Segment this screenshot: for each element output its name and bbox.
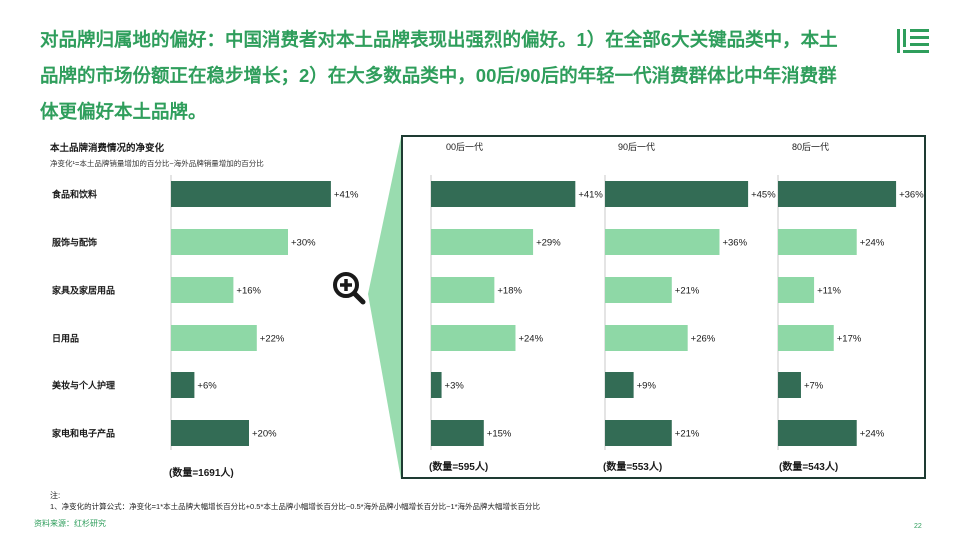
page-number: 22	[914, 523, 922, 530]
panel-title: 80后一代	[792, 142, 829, 152]
source-text: 资料来源：红杉研究	[34, 519, 106, 528]
note-label: 注:	[50, 491, 61, 500]
bar	[778, 325, 834, 351]
sample-size: (数量=543人)	[779, 460, 838, 473]
zoom-frame	[401, 135, 926, 479]
data-label: +41%	[578, 190, 603, 201]
panel-title: 00后一代	[446, 142, 483, 152]
bar	[605, 325, 688, 351]
data-label: +45%	[751, 190, 776, 201]
data-label: +3%	[445, 381, 465, 392]
data-label: +11%	[817, 286, 841, 297]
bar	[171, 372, 195, 398]
data-label: +24%	[518, 334, 543, 345]
bar	[605, 229, 720, 255]
bar	[431, 277, 495, 303]
data-label: +24%	[860, 238, 885, 249]
zoom-wedge	[368, 137, 401, 479]
bar	[171, 229, 288, 255]
bar	[605, 372, 634, 398]
data-label: +7%	[804, 381, 824, 392]
data-label: +30%	[291, 238, 316, 249]
bar	[431, 325, 516, 351]
bar	[605, 277, 672, 303]
bar	[431, 372, 442, 398]
bar	[605, 181, 749, 207]
bar	[171, 277, 234, 303]
bar	[778, 372, 801, 398]
bar	[778, 181, 897, 207]
data-label: +9%	[637, 381, 657, 392]
data-label: +24%	[860, 429, 885, 440]
bar	[171, 325, 257, 351]
data-label: +21%	[675, 429, 700, 440]
bar	[778, 277, 815, 303]
bar	[431, 229, 534, 255]
category-label: 美妆与个人护理	[52, 380, 115, 391]
brand-logo-icon	[897, 29, 929, 53]
bar	[171, 181, 331, 207]
data-label: +20%	[252, 429, 277, 440]
data-label: +36%	[722, 238, 747, 249]
data-label: +17%	[837, 334, 862, 345]
category-label: 食品和饮料	[51, 189, 97, 200]
category-label: 服饰与配饰	[52, 237, 97, 248]
headline: 对品牌归属地的偏好：中国消费者对本土品牌表现出强烈的偏好。1）在全部6大关键品类…	[40, 29, 838, 122]
bar	[778, 420, 857, 446]
data-label: +6%	[197, 381, 217, 392]
data-label: +41%	[334, 190, 359, 201]
note-text: 1、净变化的计算公式：净变化=1*本土品牌大幅增长百分比+0.5*本土品牌小幅增…	[50, 502, 541, 511]
data-label: +21%	[675, 286, 700, 297]
category-label: 家电和电子产品	[52, 428, 115, 439]
bar	[605, 420, 672, 446]
data-label: +26%	[691, 334, 716, 345]
data-label: +22%	[260, 334, 285, 345]
data-label: +15%	[487, 429, 512, 440]
bar	[171, 420, 249, 446]
data-label: +16%	[236, 286, 261, 297]
sample-size: (数量=595人)	[429, 460, 488, 473]
data-label: +18%	[497, 286, 522, 297]
magnifier-plus-icon[interactable]	[332, 271, 366, 305]
panel-title: 90后一代	[618, 142, 655, 152]
bar	[778, 229, 857, 255]
chart-title: 本土品牌消费情况的净变化	[50, 143, 165, 154]
data-label: +29%	[536, 238, 561, 249]
sample-size: (数量=553人)	[603, 460, 662, 473]
bar	[431, 181, 576, 207]
category-label: 家具及家居用品	[52, 285, 115, 296]
sample-size: (数量=1691人)	[169, 466, 234, 479]
chart-subtitle: 净变化¹=本土品牌销量增加的百分比−海外品牌销量增加的百分比	[50, 159, 264, 168]
category-label: 日用品	[52, 334, 79, 344]
data-label: +36%	[899, 190, 924, 201]
bar	[431, 420, 484, 446]
